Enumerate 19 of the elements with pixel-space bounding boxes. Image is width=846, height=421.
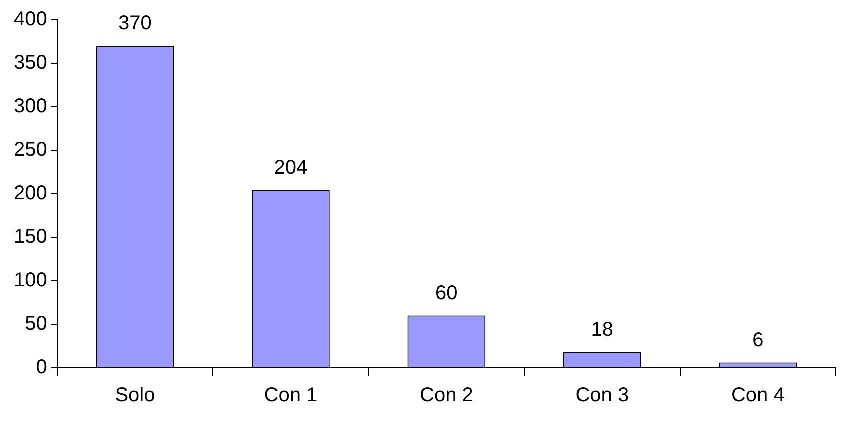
x-tick-label: Con 4 [731, 384, 785, 407]
x-tick-label: Con 1 [264, 384, 318, 407]
data-label: 60 [436, 282, 458, 304]
y-tick-label: 250 [14, 139, 48, 162]
y-tick-label: 200 [14, 182, 48, 205]
y-tick-label: 300 [14, 96, 48, 118]
y-tick-label: 350 [14, 52, 48, 74]
y-tick-label: 400 [14, 8, 48, 31]
y-tick-label: 0 [36, 356, 48, 379]
data-label: 18 [591, 318, 614, 341]
x-tick-label: Solo [115, 384, 156, 407]
x-tick-label: Con 2 [420, 384, 474, 407]
y-tick-label: 100 [14, 270, 48, 292]
y-tick-label: 50 [25, 313, 48, 336]
data-label: 204 [274, 157, 308, 180]
y-tick-label: 150 [14, 226, 48, 248]
data-label: 6 [752, 329, 764, 352]
x-tick-label: Con 3 [576, 384, 630, 407]
data-label: 370 [118, 12, 152, 35]
